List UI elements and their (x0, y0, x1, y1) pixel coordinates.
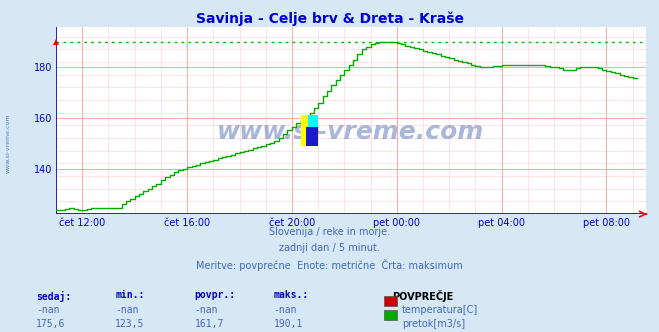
Text: -nan: -nan (194, 305, 218, 315)
Text: sedaj:: sedaj: (36, 290, 71, 301)
Text: -nan: -nan (273, 305, 297, 315)
Bar (301, 115, 318, 146)
Text: -nan: -nan (36, 305, 60, 315)
Text: 161,7: 161,7 (194, 319, 224, 329)
Text: zadnji dan / 5 minut.: zadnji dan / 5 minut. (279, 243, 380, 253)
Text: www.si-vreme.com: www.si-vreme.com (6, 113, 11, 173)
Text: 175,6: 175,6 (36, 319, 66, 329)
Text: POVPREČJE: POVPREČJE (392, 290, 453, 302)
Bar (308, 115, 318, 146)
Text: 190,1: 190,1 (273, 319, 303, 329)
Text: Slovenija / reke in morje.: Slovenija / reke in morje. (269, 227, 390, 237)
Text: temperatura[C]: temperatura[C] (402, 305, 478, 315)
Text: maks.:: maks.: (273, 290, 308, 300)
Text: Meritve: povprečne  Enote: metrične  Črta: maksimum: Meritve: povprečne Enote: metrične Črta:… (196, 259, 463, 271)
Text: Savinja - Celje brv & Dreta - Kraše: Savinja - Celje brv & Dreta - Kraše (196, 12, 463, 26)
Text: -nan: -nan (115, 305, 139, 315)
Text: min.:: min.: (115, 290, 145, 300)
Bar (306, 127, 318, 146)
Text: www.si-vreme.com: www.si-vreme.com (217, 120, 484, 144)
Text: 123,5: 123,5 (115, 319, 145, 329)
Text: pretok[m3/s]: pretok[m3/s] (402, 319, 465, 329)
Text: povpr.:: povpr.: (194, 290, 235, 300)
